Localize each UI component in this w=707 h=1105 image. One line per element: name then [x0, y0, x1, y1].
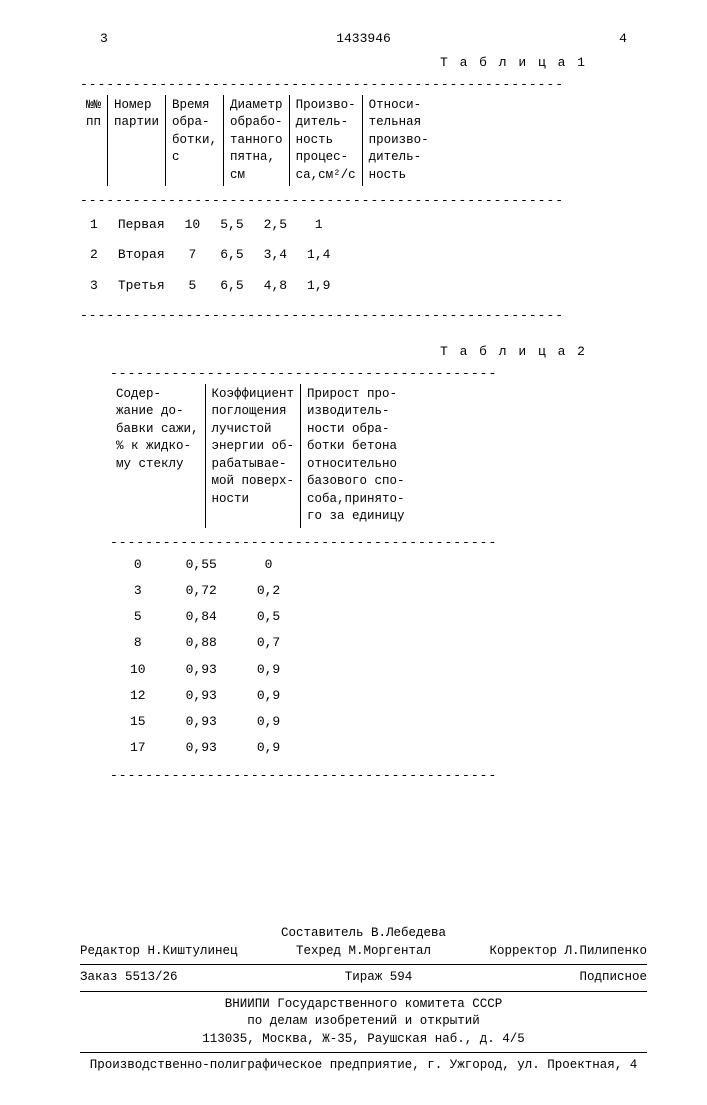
footer-tirage: Тираж 594	[345, 969, 413, 987]
table-row: 120,930,9	[110, 683, 300, 709]
divider: ----------------------------------------…	[80, 192, 647, 210]
divider	[80, 1052, 647, 1053]
table-row: 30,720,2	[110, 578, 300, 604]
divider: ----------------------------------------…	[110, 365, 647, 383]
footer-prod: Производственно-полиграфическое предприя…	[80, 1057, 647, 1075]
footer-corrector: Корректор Л.Пилипенко	[489, 943, 647, 961]
table-row: 1 Первая 10 5,5 2,5 1	[80, 210, 340, 240]
footer-addr1: 113035, Москва, Ж-35, Раушская наб., д. …	[80, 1031, 647, 1049]
page-right: 4	[619, 30, 627, 48]
table1-body: 1 Первая 10 5,5 2,5 1 2 Вторая 7 6,5 3,4…	[80, 210, 340, 301]
table-row: 170,930,9	[110, 735, 300, 761]
t1-h2: Времяобра-ботки,с	[166, 95, 224, 187]
footer-org2: по делам изобретений и открытий	[80, 1013, 647, 1031]
table-row: 50,840,5	[110, 604, 300, 630]
table-row: 00,550	[110, 552, 300, 578]
divider: ----------------------------------------…	[110, 767, 647, 785]
t1-h0: №№пп	[80, 95, 108, 187]
table2-header-row: Содер-жание до-бавки сажи,% к жидко-му с…	[110, 384, 411, 528]
table-row: 80,880,7	[110, 630, 300, 656]
doc-number: 1433946	[336, 30, 391, 48]
divider: ----------------------------------------…	[80, 307, 647, 325]
t1-h1: Номерпартии	[108, 95, 166, 187]
table1: №№пп Номерпартии Времяобра-ботки,с Диаме…	[80, 95, 435, 187]
table1-header-row: №№пп Номерпартии Времяобра-ботки,с Диаме…	[80, 95, 435, 187]
footer-org1: ВНИИПИ Государственного комитета СССР	[80, 996, 647, 1014]
footer-subscr: Подписное	[579, 969, 647, 987]
table-row: 3 Третья 5 6,5 4,8 1,9	[80, 271, 340, 301]
t2-h1: Коэффициентпоглощениялучистойэнергии об-…	[205, 384, 301, 528]
footer-author: Составитель В.Лебедева	[80, 925, 647, 943]
t1-h3: Диаметробрабо-танногопятна,см	[224, 95, 290, 187]
table2-caption: Т а б л и ц а 2	[80, 343, 587, 361]
divider	[80, 991, 647, 992]
divider	[80, 964, 647, 965]
footer-order: Заказ 5513/26	[80, 969, 178, 987]
t2-h0: Содер-жание до-бавки сажи,% к жидко-му с…	[110, 384, 205, 528]
divider: ----------------------------------------…	[110, 534, 647, 552]
table-row: 2 Вторая 7 6,5 3,4 1,4	[80, 240, 340, 270]
table-row: 150,930,9	[110, 709, 300, 735]
divider: ----------------------------------------…	[80, 76, 647, 94]
table1-caption: Т а б л и ц а 1	[80, 54, 587, 72]
page-numbers: 3 1433946 4	[100, 30, 627, 48]
page-left: 3	[100, 30, 108, 48]
footer-tech: Техред М.Моргентал	[296, 943, 431, 961]
table2: Содер-жание до-бавки сажи,% к жидко-му с…	[110, 384, 411, 528]
footer-editor: Редактор Н.Киштулинец	[80, 943, 238, 961]
table2-body: 00,550 30,720,2 50,840,5 80,880,7 100,93…	[110, 552, 300, 762]
t2-h2: Прирост про-изводитель-ности обра-ботки …	[301, 384, 411, 528]
table-row: 100,930,9	[110, 657, 300, 683]
t1-h5: Относи-тельнаяпроизво-дитель-ность	[362, 95, 435, 187]
footer: Составитель В.Лебедева Редактор Н.Киштул…	[80, 925, 647, 1075]
t1-h4: Произво-дитель-ностьпроцес-са,см²/с	[289, 95, 362, 187]
